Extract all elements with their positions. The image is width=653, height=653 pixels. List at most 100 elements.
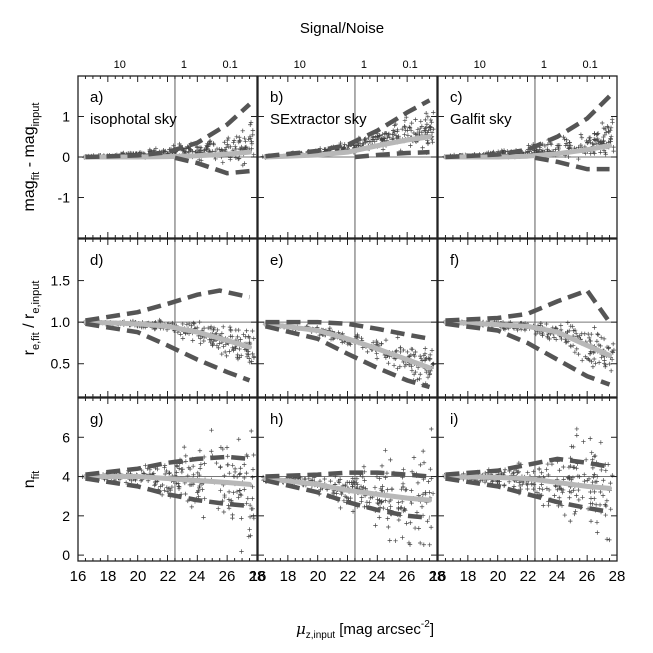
median-curve	[82, 474, 253, 487]
data-point	[553, 484, 559, 489]
data-point	[534, 490, 540, 495]
data-point	[563, 143, 568, 148]
data-point	[409, 488, 414, 493]
data-point	[350, 509, 356, 514]
data-point	[355, 482, 360, 487]
data-point	[388, 457, 393, 463]
data-point	[408, 143, 413, 148]
data-point	[232, 469, 238, 475]
data-point	[185, 498, 190, 504]
data-point	[249, 359, 254, 364]
data-point	[565, 329, 570, 335]
median-curve	[262, 476, 433, 503]
data-point	[239, 144, 244, 150]
data-point	[387, 538, 392, 543]
data-point	[602, 132, 608, 138]
data-point	[564, 137, 569, 143]
data-point	[355, 333, 360, 339]
data-point	[251, 152, 256, 157]
data-point	[395, 129, 400, 134]
data-point	[561, 464, 566, 470]
data-point	[377, 497, 382, 503]
data-point	[350, 482, 356, 487]
data-point	[231, 138, 237, 143]
row-labels: magfit - maginput re,fit / re,input nfit	[21, 103, 42, 489]
data-point	[598, 440, 604, 445]
data-point	[510, 471, 516, 476]
data-point	[525, 486, 530, 492]
signal-noise-tick-label: 10	[294, 59, 306, 71]
data-point	[595, 332, 601, 338]
data-point	[224, 353, 229, 359]
data-point	[221, 344, 226, 349]
data-point	[218, 464, 223, 470]
data-point	[222, 140, 227, 145]
data-point	[596, 360, 602, 365]
data-point	[238, 492, 244, 498]
data-point	[143, 463, 148, 468]
x-tick-label: 16	[430, 568, 447, 585]
data-point	[380, 484, 385, 489]
data-point	[429, 136, 435, 142]
data-point	[429, 120, 434, 125]
data-point	[164, 485, 170, 490]
data-point	[425, 114, 431, 119]
data-point	[186, 321, 192, 327]
median-curve	[442, 319, 613, 358]
data-point	[360, 474, 366, 480]
data-point	[427, 356, 433, 362]
data-point	[426, 128, 431, 133]
data-point	[240, 128, 245, 133]
data-point	[603, 152, 608, 157]
data-point	[611, 144, 616, 150]
data-point	[160, 482, 165, 488]
data-point	[420, 145, 425, 150]
data-point	[250, 328, 255, 334]
data-point	[589, 450, 594, 455]
panel-label: a)	[90, 89, 103, 106]
panel-plot-area	[78, 398, 257, 561]
data-point	[377, 476, 382, 481]
data-point	[386, 360, 391, 366]
data-point	[237, 492, 243, 497]
panel-label: g)	[90, 411, 103, 428]
data-point	[525, 482, 530, 488]
data-point	[610, 120, 615, 125]
data-point	[190, 338, 195, 343]
data-point	[174, 464, 180, 469]
data-point	[152, 483, 157, 488]
data-point	[407, 124, 412, 130]
data-point	[191, 321, 197, 326]
data-point	[365, 349, 370, 355]
data-point	[220, 446, 226, 452]
data-point	[421, 460, 427, 465]
data-point	[209, 449, 214, 454]
data-point	[539, 482, 544, 487]
data-point	[571, 444, 576, 450]
lower-bound-curve	[264, 478, 430, 521]
data-point	[544, 321, 549, 327]
data-point	[217, 341, 222, 346]
data-point	[599, 120, 605, 126]
data-point	[502, 467, 508, 472]
x-tick-label: 26	[219, 568, 236, 585]
data-point	[418, 356, 424, 361]
data-point	[219, 351, 225, 357]
data-point	[230, 463, 235, 468]
data-point	[224, 445, 230, 450]
data-point	[531, 469, 536, 474]
data-point	[339, 491, 344, 497]
data-point	[344, 495, 349, 500]
data-point	[567, 489, 572, 494]
x-tick-label: 24	[549, 568, 566, 585]
y-tick-label: 1	[62, 109, 70, 125]
data-point	[428, 525, 434, 530]
data-point	[244, 470, 249, 476]
data-point	[227, 470, 232, 476]
data-point	[385, 487, 390, 492]
data-point	[502, 482, 507, 488]
panel-grid: -1 0 1 a) isophotal sky b) SExtractor sky c) Gal…	[51, 75, 618, 563]
data-point	[591, 356, 597, 362]
data-point	[402, 124, 407, 129]
data-point	[374, 338, 379, 344]
